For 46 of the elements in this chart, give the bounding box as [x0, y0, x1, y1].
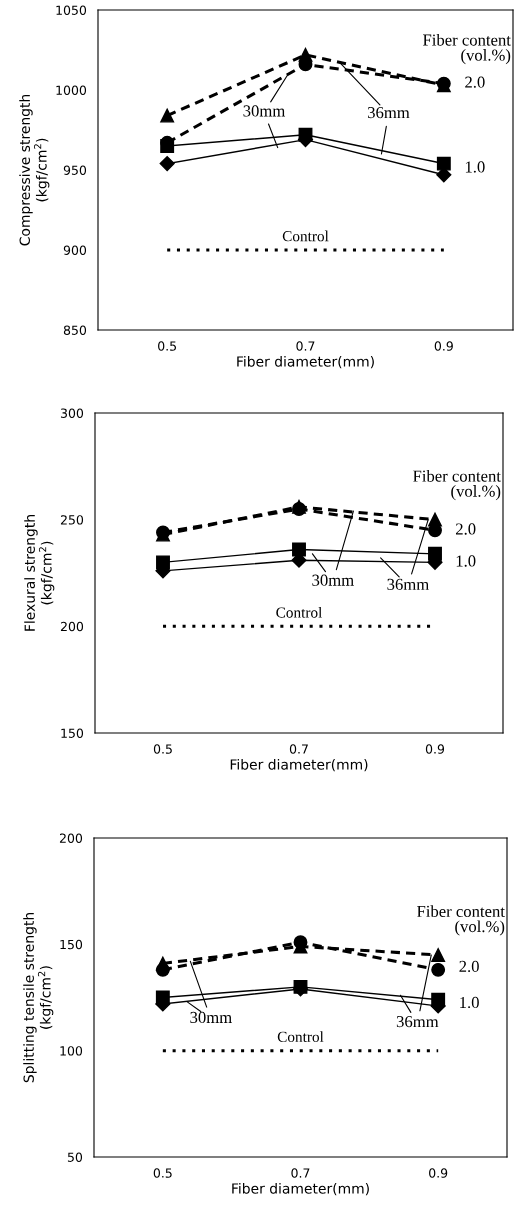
- y-axis-title: Compressive strength (kgf/cm$^{2}$): [19, 94, 50, 246]
- annotation: 36mm: [368, 106, 410, 119]
- ref-line-label: Control: [282, 230, 329, 242]
- y-tick-label: 950: [63, 165, 87, 175]
- ref-line-label: Control: [276, 606, 323, 618]
- annotation: 30mm: [243, 105, 286, 117]
- x-axis-title: Fiber diameter(mm): [232, 1182, 369, 1196]
- annotation: 1.0: [465, 161, 485, 173]
- annotation: 2.0: [459, 960, 479, 973]
- annotation: Fiber content (vol.%): [423, 33, 511, 65]
- y-tick-label: 100: [60, 1046, 83, 1056]
- x-tick-label: 0.7: [289, 744, 308, 754]
- x-tick-label: 0.9: [425, 744, 445, 754]
- x-tick-label: 0.7: [291, 1168, 310, 1178]
- annotation: 1.0: [456, 555, 476, 567]
- annotation: Fiber content (vol.%): [413, 469, 501, 501]
- annotation: 30mm: [312, 574, 354, 586]
- x-axis-title: Fiber diameter(mm): [237, 355, 374, 369]
- y-tick-label: 250: [60, 515, 84, 525]
- x-tick-label: 0.5: [158, 341, 177, 351]
- annotation: 36mm: [387, 578, 429, 590]
- x-tick-label: 0.9: [434, 341, 453, 351]
- annotation: 1.0: [460, 996, 479, 1009]
- y-axis-title: Flexural strength (kgf/cm$^{2}$): [24, 515, 55, 631]
- x-axis-title: Fiber diameter(mm): [230, 758, 368, 772]
- y-tick-label: 1050: [56, 5, 87, 15]
- annotation: 2.0: [456, 523, 476, 535]
- y-tick-label: 900: [63, 245, 87, 255]
- x-tick-label: 0.5: [153, 744, 172, 754]
- annotation: 30mm: [190, 1011, 232, 1024]
- y-tick-label: 150: [60, 939, 83, 950]
- x-tick-label: 0.7: [296, 341, 315, 351]
- y-tick-label: 150: [61, 728, 84, 738]
- y-tick-label: 300: [60, 408, 84, 418]
- y-tick-label: 200: [60, 621, 84, 632]
- x-tick-label: 0.5: [153, 1168, 172, 1178]
- ref-line-label: Control: [277, 1031, 324, 1043]
- y-tick-label: 850: [63, 325, 87, 335]
- y-tick-label: 1000: [56, 85, 87, 95]
- y-tick-label: 200: [59, 833, 83, 843]
- annotation: Fiber content (vol.%): [417, 905, 505, 936]
- annotation: 36mm: [396, 1015, 439, 1028]
- y-tick-label: 50: [67, 1152, 83, 1162]
- y-axis-title: Splitting tensile strength (kgf/cm$^{2}$): [23, 913, 54, 1083]
- annotation: 2.0: [465, 76, 485, 88]
- x-tick-label: 0.9: [429, 1168, 448, 1178]
